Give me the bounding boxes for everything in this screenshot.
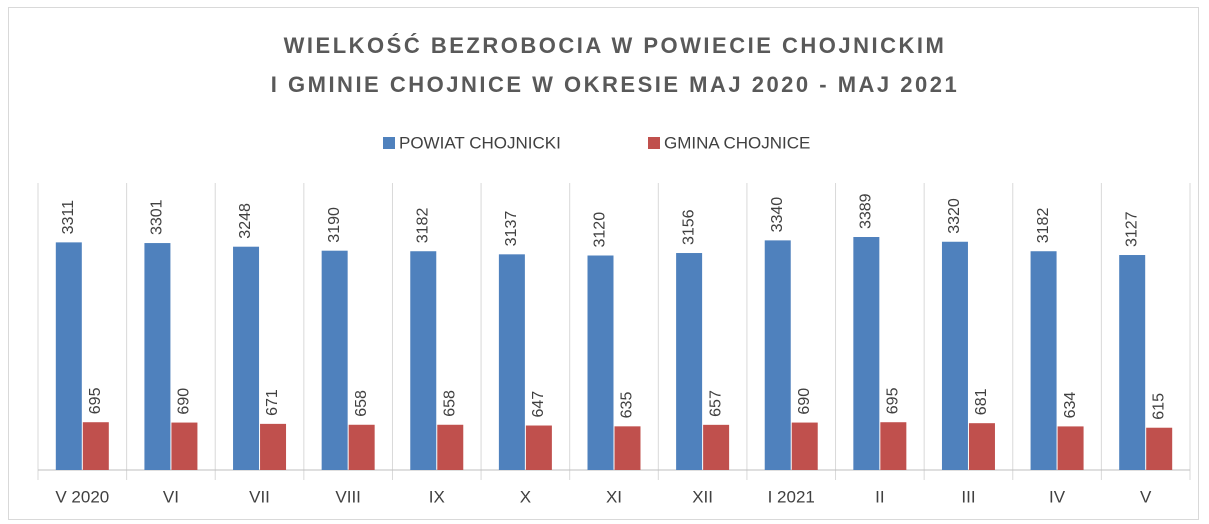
x-tick-label: XII: [692, 487, 713, 506]
x-tick-label: I 2021: [768, 487, 815, 506]
legend-label: GMINA CHOJNICE: [664, 133, 810, 152]
chart-title: I GMINIE CHOJNICE W OKRESIE MAJ 2020 - M…: [271, 72, 959, 97]
x-tick-label: V 2020: [55, 487, 109, 506]
bar: [525, 425, 552, 470]
legend-swatch: [383, 137, 395, 149]
bar: [941, 241, 968, 470]
bar: [437, 424, 464, 470]
x-tick-label: IV: [1049, 487, 1066, 506]
bar: [1057, 426, 1084, 470]
bar: [764, 240, 791, 470]
data-label: 657: [707, 390, 724, 417]
x-tick-label: III: [961, 487, 975, 506]
bar: [880, 422, 907, 470]
bar: [703, 424, 730, 470]
bar: [587, 255, 614, 470]
bar: [498, 254, 525, 470]
data-label: 3127: [1123, 211, 1140, 247]
data-label: 3311: [60, 200, 77, 235]
bar: [1146, 427, 1173, 470]
data-label: 690: [176, 388, 193, 415]
data-label: 3120: [592, 212, 609, 248]
data-label: 3320: [946, 198, 963, 234]
data-label: 3190: [326, 207, 343, 243]
data-label: 658: [353, 390, 370, 417]
bar: [410, 251, 437, 470]
data-label: 3182: [1035, 208, 1052, 244]
x-tick-label: XI: [606, 487, 622, 506]
data-label: 3156: [680, 209, 697, 245]
data-label: 634: [1062, 392, 1079, 419]
bar: [1030, 251, 1057, 470]
x-tick-label: X: [520, 487, 531, 506]
data-label: 615: [1150, 393, 1167, 420]
data-label: 671: [264, 389, 281, 416]
bar: [321, 250, 348, 470]
bar: [260, 423, 287, 470]
bar: [348, 424, 375, 470]
data-label: 658: [441, 390, 458, 417]
bar: [1119, 255, 1146, 470]
x-tick-label: VIII: [335, 487, 361, 506]
data-label: 3137: [503, 211, 520, 247]
x-tick-label: VII: [249, 487, 270, 506]
bar: [55, 242, 82, 470]
data-label: 3182: [414, 208, 431, 244]
data-label: 3248: [237, 203, 254, 239]
bar: [171, 422, 198, 470]
data-label: 635: [619, 392, 636, 419]
data-label: 3301: [149, 199, 166, 235]
data-label: 681: [973, 388, 990, 415]
x-tick-label: II: [875, 487, 884, 506]
x-tick-label: IX: [429, 487, 445, 506]
bar: [676, 253, 703, 470]
bar: [82, 422, 109, 470]
data-label: 3389: [858, 193, 875, 229]
data-label: 690: [796, 388, 813, 415]
bar: [144, 243, 171, 470]
x-tick-label: VI: [163, 487, 179, 506]
data-label: 695: [87, 387, 104, 414]
legend-swatch: [648, 137, 660, 149]
bar: [968, 423, 995, 470]
data-label: 3340: [769, 197, 786, 233]
x-tick-label: V: [1140, 487, 1152, 506]
bar: [233, 246, 260, 470]
bar: [614, 426, 641, 470]
data-label: 695: [885, 387, 902, 414]
legend-label: POWIAT CHOJNICKI: [399, 133, 561, 152]
chart-title: WIELKOŚĆ BEZROBOCIA W POWIECIE CHOJNICKI…: [284, 33, 947, 58]
bar: [853, 237, 880, 470]
bar: [791, 422, 818, 470]
data-label: 647: [530, 391, 547, 418]
